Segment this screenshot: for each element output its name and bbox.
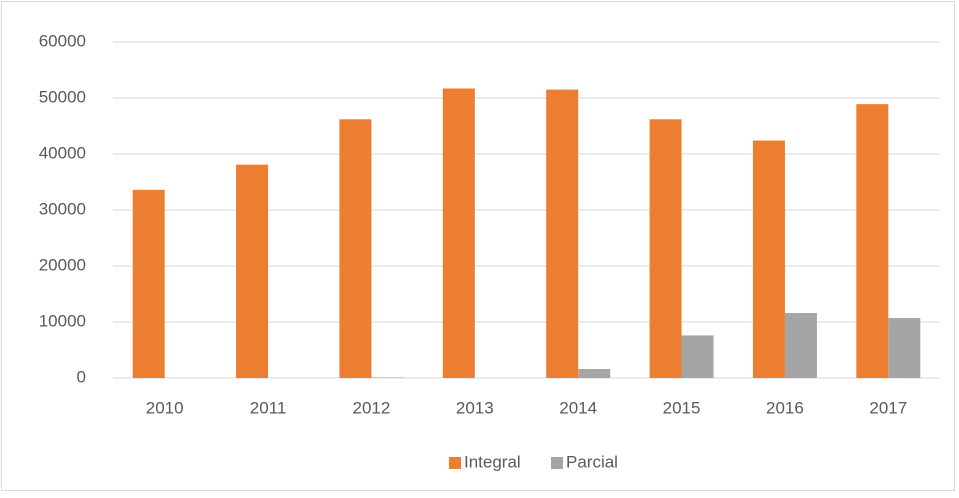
y-tick-label: 50000 (39, 87, 86, 106)
x-tick-label: 2016 (766, 398, 804, 417)
y-tick-label: 40000 (39, 143, 86, 162)
y-tick-label: 0 (77, 367, 86, 386)
x-tick-label: 2011 (250, 398, 287, 417)
legend-swatch (551, 457, 563, 469)
x-tick-label: 2015 (663, 398, 701, 417)
legend-label: Parcial (566, 452, 618, 471)
bar (371, 377, 404, 378)
bar (546, 89, 579, 378)
bar (442, 88, 475, 378)
legend-label: Integral (464, 452, 521, 471)
bar (236, 164, 269, 378)
x-tick-label: 2012 (353, 398, 391, 417)
bar (339, 119, 372, 378)
y-tick-label: 30000 (39, 199, 86, 218)
y-tick-label: 60000 (39, 31, 86, 50)
x-tick-label: 2013 (456, 398, 494, 417)
bar (888, 318, 921, 378)
x-tick-label: 2017 (869, 398, 907, 417)
bar (784, 313, 817, 378)
bar (132, 189, 165, 378)
bar (856, 104, 889, 378)
bar (752, 140, 785, 378)
y-tick-label: 10000 (39, 311, 86, 330)
legend-swatch (449, 457, 461, 469)
x-tick-label: 2014 (559, 398, 597, 417)
bar (578, 369, 611, 378)
y-tick-label: 20000 (39, 255, 86, 274)
bar (649, 119, 682, 378)
x-tick-label: 2010 (146, 398, 184, 417)
bar (681, 335, 714, 378)
